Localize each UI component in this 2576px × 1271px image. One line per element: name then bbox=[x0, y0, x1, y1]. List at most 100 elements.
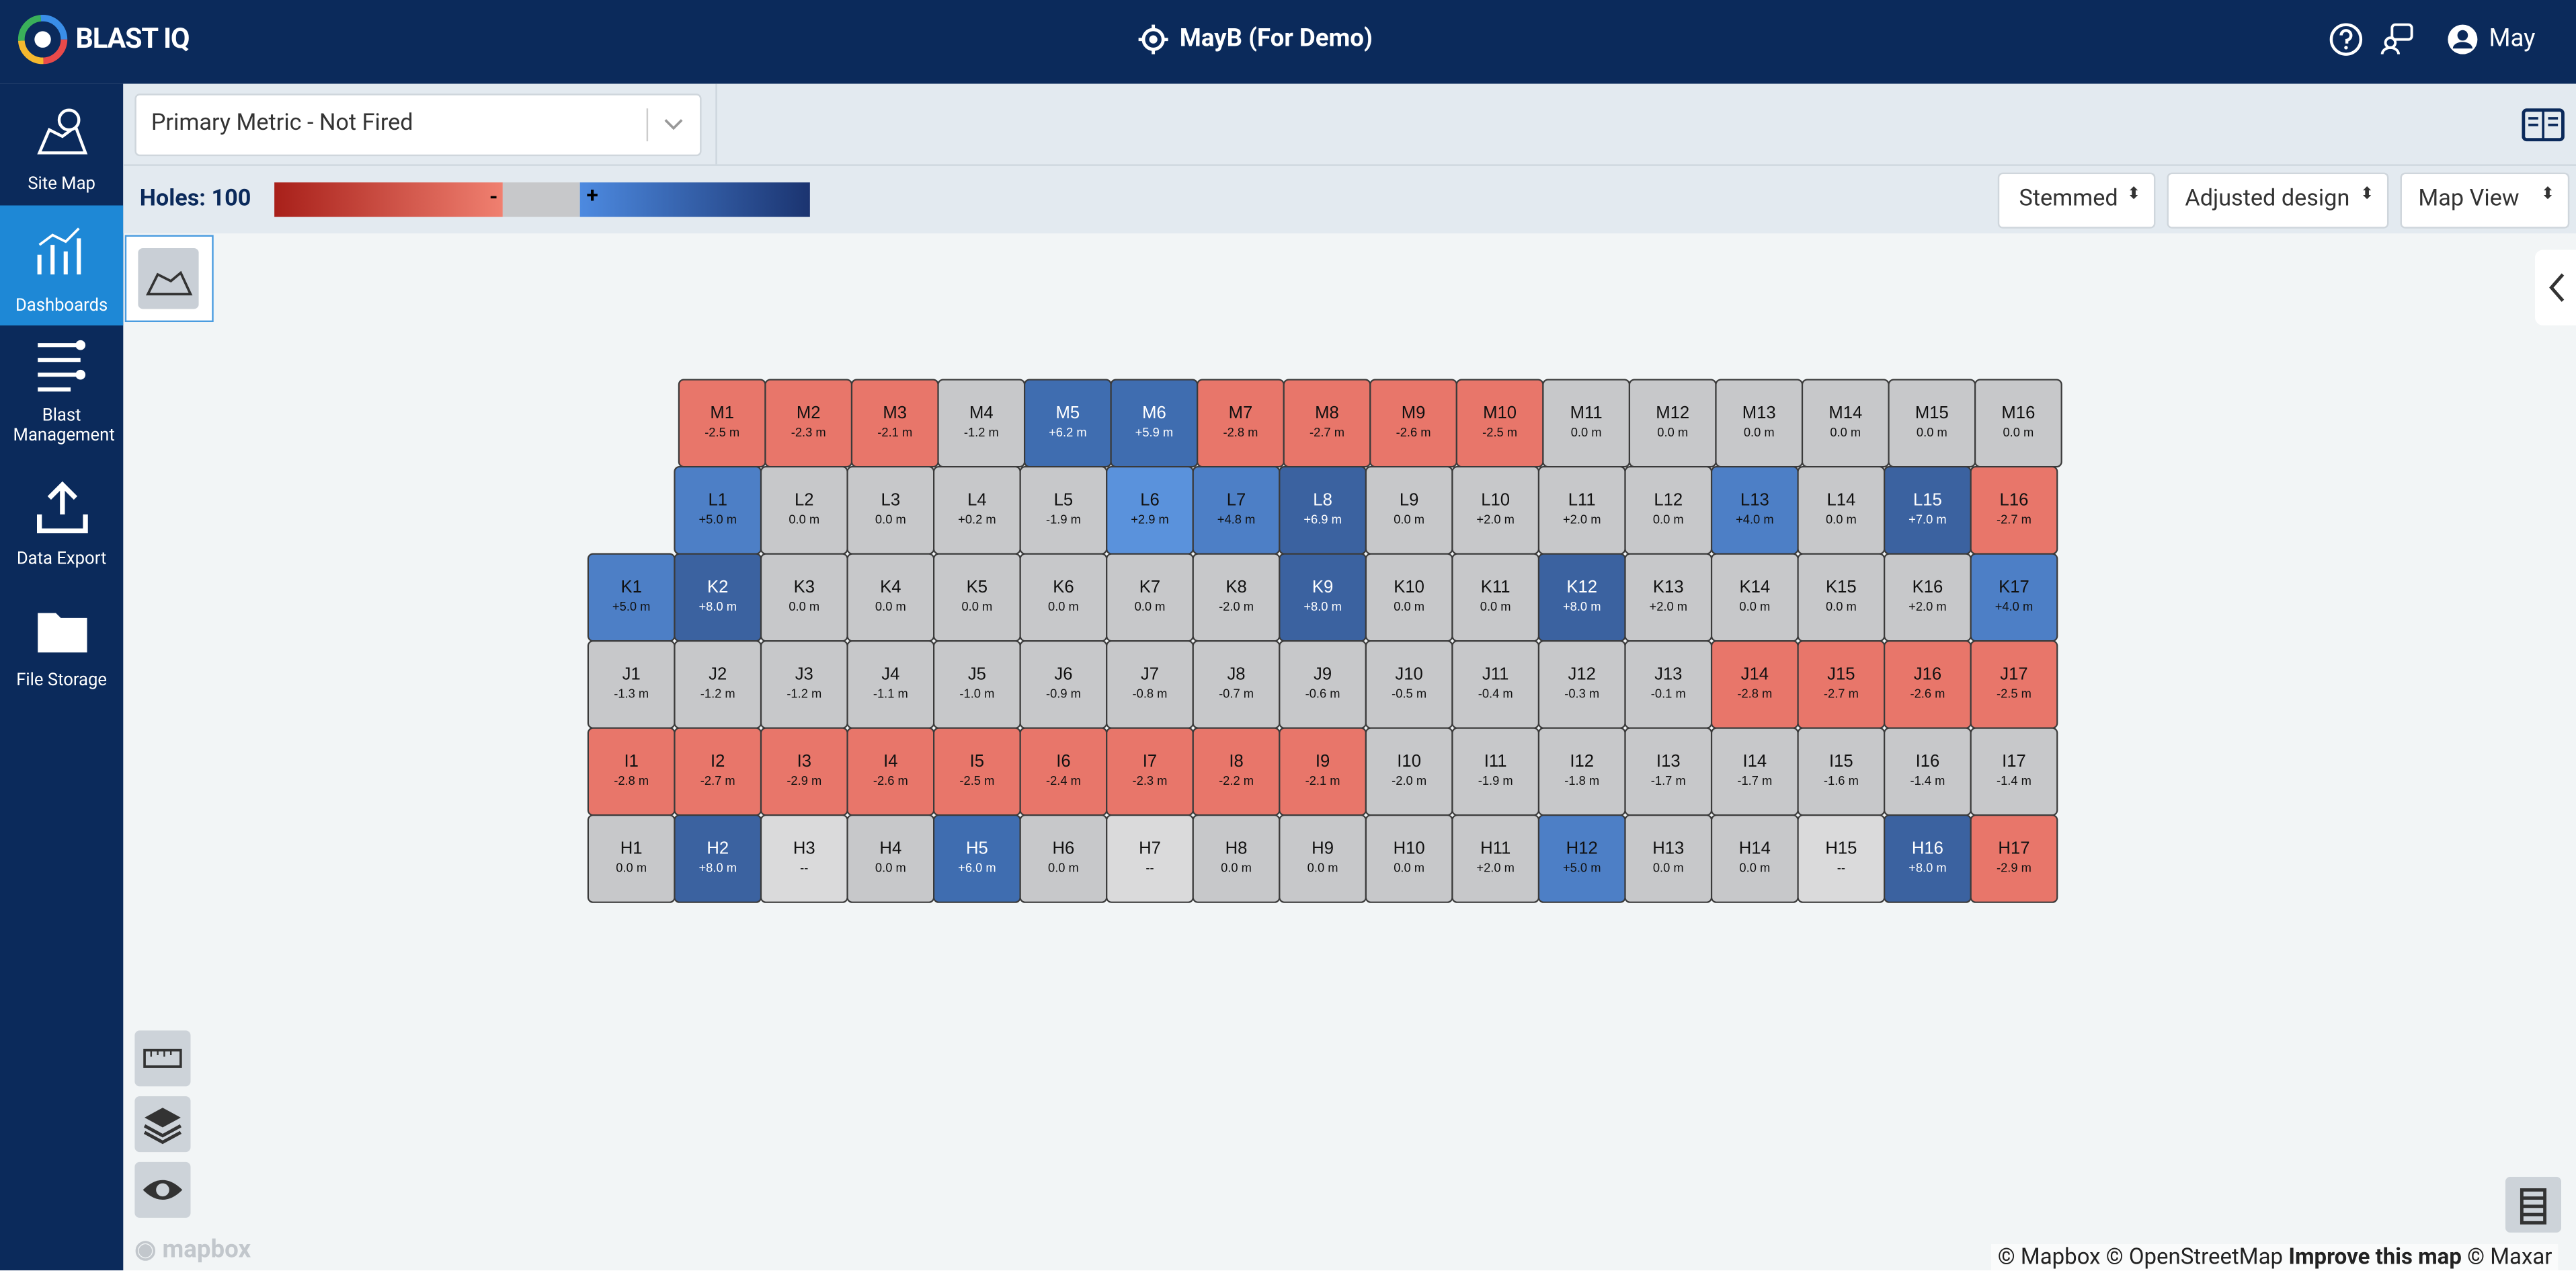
hole-cell bbox=[1884, 814, 1972, 903]
hole-cell bbox=[1888, 379, 1976, 468]
legend-tool[interactable] bbox=[2505, 1176, 2562, 1233]
hole-value: -2.3 m bbox=[1133, 773, 1168, 787]
hole-cell bbox=[1970, 553, 2058, 642]
hole-cell bbox=[764, 379, 853, 468]
hole-value: -2.5 m bbox=[1482, 425, 1517, 439]
hole-cell bbox=[933, 814, 1021, 903]
metric-select[interactable]: Primary Metric - Not Fired bbox=[134, 93, 702, 157]
nav-icon bbox=[38, 613, 87, 653]
hole-label: J17 bbox=[2000, 665, 2027, 684]
hole-label: I17 bbox=[2002, 752, 2026, 771]
hole-label: H9 bbox=[1312, 839, 1334, 858]
hole-value: -2.8 m bbox=[614, 773, 649, 787]
hole-cell bbox=[1019, 553, 1108, 642]
hole-cell bbox=[1279, 640, 1367, 729]
hole-label: I12 bbox=[1570, 752, 1594, 771]
hole-label: I2 bbox=[711, 752, 725, 771]
nav-item[interactable]: Site Map bbox=[0, 84, 123, 204]
nav-item[interactable]: Data Export bbox=[0, 459, 123, 578]
hole-cell bbox=[1279, 814, 1367, 903]
improve-link[interactable]: Improve this map bbox=[2288, 1244, 2462, 1271]
nav-item[interactable]: Blast Management bbox=[0, 327, 123, 455]
tool-icon bbox=[143, 1108, 182, 1145]
hole-value: 0.0 m bbox=[1826, 512, 1857, 526]
stemmed-select[interactable]: Stemmed ⬍ bbox=[1997, 172, 2156, 229]
hole-label: H8 bbox=[1225, 839, 1248, 858]
hole-value: -2.6 m bbox=[1396, 425, 1431, 439]
site-icon bbox=[1138, 24, 1168, 54]
hole-value: +8.0 m bbox=[1303, 599, 1342, 613]
visibility-tool[interactable] bbox=[134, 1161, 191, 1218]
hole-label: K9 bbox=[1312, 578, 1333, 596]
nav-item[interactable]: File Storage bbox=[0, 580, 123, 700]
help-icon[interactable] bbox=[2328, 22, 2364, 58]
hole-cell bbox=[1283, 379, 1371, 468]
logo-icon bbox=[17, 14, 68, 65]
hole-value: 0.0 m bbox=[789, 599, 819, 613]
nav-item[interactable]: Dashboards bbox=[0, 205, 124, 325]
view-select[interactable]: Map View ⬍ bbox=[2400, 172, 2570, 229]
hole-cell bbox=[1279, 553, 1367, 642]
hole-label: J5 bbox=[968, 665, 986, 684]
hole-label: K13 bbox=[1653, 578, 1684, 596]
sidebar: Site Map Dashboards Blast Management Dat… bbox=[0, 83, 124, 1271]
hole-cell bbox=[1537, 465, 1626, 555]
hole-cell bbox=[1365, 465, 1453, 555]
legend-bar: Holes: 100 - + Stemmed ⬍ Adjusted design ⬍… bbox=[123, 165, 2576, 234]
hole-cell bbox=[1537, 727, 1626, 816]
hole-label: H2 bbox=[707, 839, 729, 858]
user-icon[interactable] bbox=[2445, 22, 2481, 58]
guide-icon[interactable] bbox=[2522, 107, 2565, 143]
hole-value: -2.8 m bbox=[1223, 425, 1258, 439]
hole-cell bbox=[760, 727, 848, 816]
hole-label: M13 bbox=[1742, 403, 1776, 422]
hole-label: K10 bbox=[1394, 578, 1424, 596]
legend-negative: - bbox=[274, 182, 503, 217]
layers-tool[interactable] bbox=[134, 1096, 191, 1153]
hole-value: -1.9 m bbox=[1046, 512, 1081, 526]
attribution-text[interactable]: © Mapbox © OpenStreetMap bbox=[1997, 1244, 2284, 1271]
hole-value: 0.0 m bbox=[1917, 425, 1947, 439]
hole-cell bbox=[1970, 465, 2058, 555]
legend-minus: - bbox=[489, 186, 498, 210]
hole-value: +6.9 m bbox=[1303, 512, 1342, 526]
hole-label: J4 bbox=[881, 665, 899, 684]
hole-label: H11 bbox=[1480, 839, 1511, 858]
hole-label: H4 bbox=[879, 839, 901, 858]
hole-cell bbox=[674, 727, 762, 816]
hole-value: 0.0 m bbox=[616, 860, 647, 874]
hole-cell bbox=[1537, 553, 1626, 642]
hole-cell bbox=[1279, 727, 1367, 816]
dropdown-label: Stemmed bbox=[2019, 186, 2118, 213]
hole-cell bbox=[937, 379, 1026, 468]
hole-cell bbox=[1192, 640, 1281, 729]
site-name[interactable]: MayB (For Demo) bbox=[1179, 23, 1373, 53]
hole-cell bbox=[1628, 379, 1717, 468]
maxar-text[interactable]: © Maxar bbox=[2467, 1244, 2552, 1271]
hole-label: I10 bbox=[1397, 752, 1421, 771]
hole-value: -0.1 m bbox=[1651, 686, 1686, 700]
design-select[interactable]: Adjusted design ⬍ bbox=[2167, 172, 2389, 229]
hole-label: J9 bbox=[1314, 665, 1332, 684]
hole-cell bbox=[587, 640, 676, 729]
hole-value: +2.0 m bbox=[1476, 860, 1515, 874]
hole-value: -1.3 m bbox=[614, 686, 649, 700]
map-mode-box[interactable] bbox=[124, 235, 214, 323]
hole-value: 0.0 m bbox=[1653, 512, 1684, 526]
user-name[interactable]: May bbox=[2489, 23, 2536, 53]
support-icon[interactable] bbox=[2379, 22, 2415, 58]
hole-cell bbox=[1970, 727, 2058, 816]
hole-label: M4 bbox=[969, 403, 994, 422]
hole-value: -1.8 m bbox=[1564, 773, 1599, 787]
hole-label: I15 bbox=[1829, 752, 1853, 771]
nav-icon bbox=[36, 481, 88, 534]
legend-neutral bbox=[502, 182, 580, 217]
measure-tool[interactable] bbox=[134, 1030, 191, 1087]
hole-label: I14 bbox=[1742, 752, 1767, 771]
hole-value: +7.0 m bbox=[1908, 512, 1947, 526]
hole-cell bbox=[1197, 379, 1285, 468]
hole-value: 0.0 m bbox=[789, 512, 819, 526]
hole-cell bbox=[1797, 814, 1886, 903]
panel-toggle[interactable] bbox=[2534, 249, 2576, 325]
